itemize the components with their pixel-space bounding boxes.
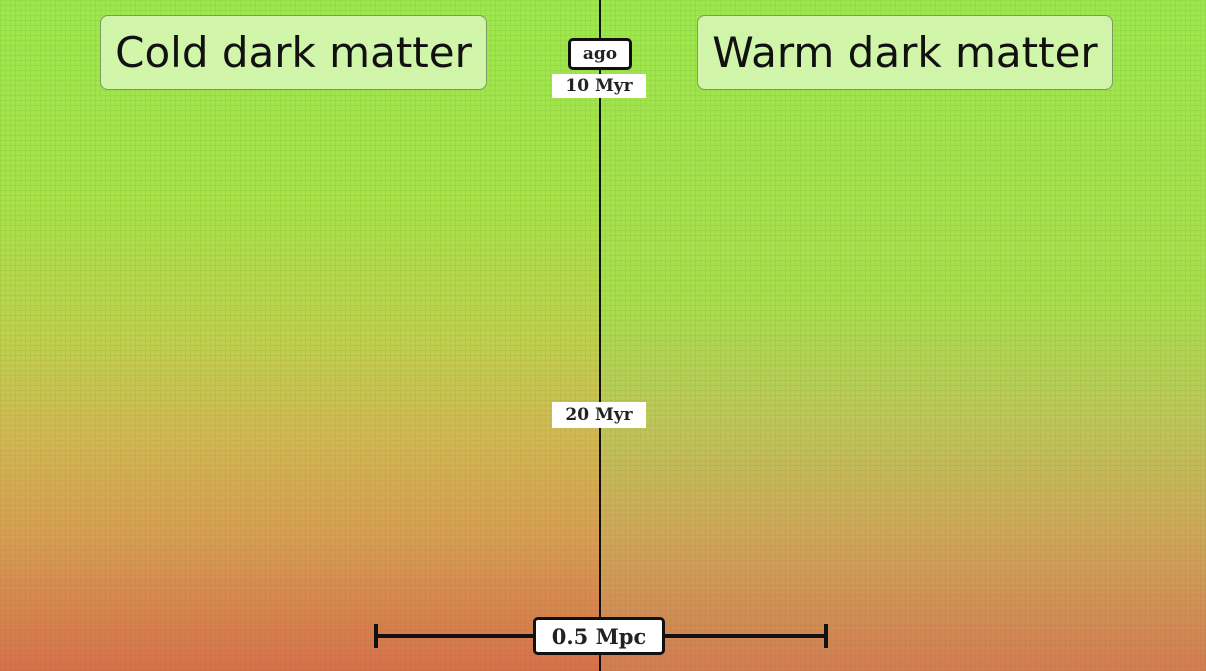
time-axis-title: ago xyxy=(568,38,632,70)
time-tick: 10 Myr xyxy=(552,74,646,98)
panel-label: Cold dark matter xyxy=(100,15,487,90)
time-tick: 20 Myr xyxy=(552,402,646,428)
panel-label: Warm dark matter xyxy=(697,15,1113,90)
scale-bar-label: 0.5 Mpc xyxy=(533,617,665,655)
